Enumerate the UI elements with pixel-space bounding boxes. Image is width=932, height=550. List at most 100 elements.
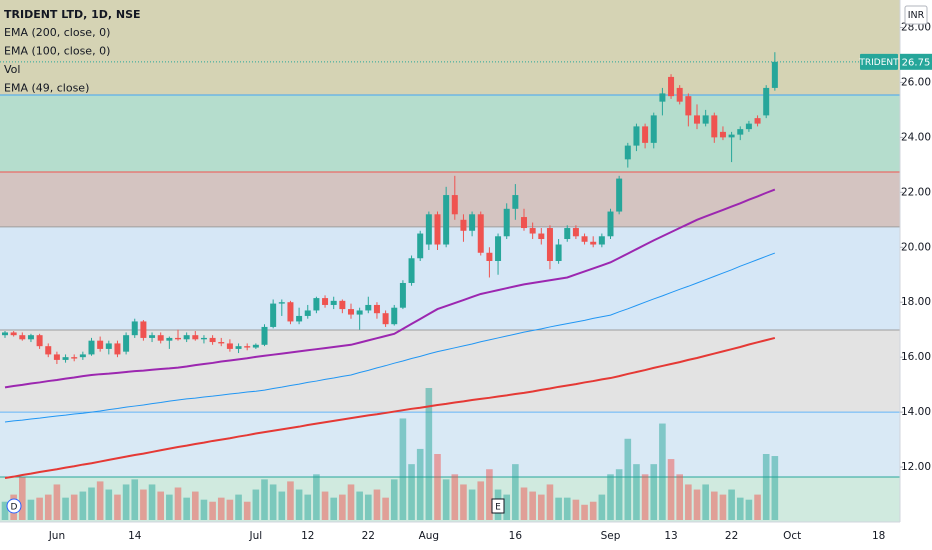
candle-body xyxy=(209,337,216,343)
volume-bar xyxy=(373,489,381,520)
volume-bar xyxy=(408,464,415,520)
candle-body xyxy=(529,228,536,234)
volume-bar xyxy=(460,484,467,520)
candle-body xyxy=(192,335,199,340)
candle-body xyxy=(339,300,346,310)
volume-bar xyxy=(477,481,485,520)
price-zone xyxy=(0,171,900,227)
candle-body xyxy=(763,87,770,116)
volume-bar xyxy=(157,491,164,520)
candle-body xyxy=(218,342,225,344)
volume-bar xyxy=(140,489,147,520)
volume-bar xyxy=(589,501,597,520)
candle-body xyxy=(399,282,406,308)
volume-bar xyxy=(269,484,277,520)
volume-bar xyxy=(659,423,666,520)
candle-body xyxy=(365,304,372,311)
candle-body xyxy=(235,346,242,349)
volume-bar xyxy=(261,479,268,520)
price-axis xyxy=(900,0,932,550)
candle-body xyxy=(607,211,614,237)
volume-bar xyxy=(399,418,407,520)
volume-bar xyxy=(365,494,372,520)
candle-body xyxy=(183,335,190,340)
candle-body xyxy=(616,178,623,212)
candle-body xyxy=(512,195,519,209)
volume-bar xyxy=(1,501,9,520)
volume-bar xyxy=(598,494,606,520)
volume-bar xyxy=(685,484,692,520)
candle-body xyxy=(425,214,432,245)
candle-body xyxy=(36,335,43,347)
volume-bar xyxy=(719,494,727,520)
candle-body xyxy=(434,214,441,245)
volume-bar xyxy=(183,497,190,520)
candle-body xyxy=(503,208,510,237)
price-zone xyxy=(0,0,900,96)
volume-bar xyxy=(650,464,658,520)
candle-body xyxy=(348,309,354,315)
volume-bar xyxy=(416,448,424,520)
candle-body xyxy=(304,310,311,316)
volume-bar xyxy=(148,484,156,520)
volume-bar xyxy=(70,494,78,520)
candle-body xyxy=(53,354,60,360)
x-tick-label: 18 xyxy=(872,530,885,542)
symbol-label: TRIDENT xyxy=(858,58,899,68)
candle-body xyxy=(71,357,78,359)
x-tick-label: Jun xyxy=(48,530,65,542)
x-tick-label: 14 xyxy=(128,530,142,542)
volume-bar xyxy=(468,489,476,520)
volume-bar xyxy=(736,497,744,520)
volume-bar xyxy=(166,494,173,520)
event-marker xyxy=(491,498,505,514)
y-tick-label: 14.00 xyxy=(901,406,931,418)
candle-body xyxy=(495,236,502,261)
candle-body xyxy=(278,302,285,304)
candle-body xyxy=(356,310,363,315)
volume-bar xyxy=(641,474,649,520)
candle-body xyxy=(581,236,588,242)
candle-body xyxy=(711,115,718,138)
candle-body xyxy=(140,321,147,338)
candle-body xyxy=(19,335,26,340)
volume-bar xyxy=(676,474,683,520)
x-tick-label: Sep xyxy=(601,530,621,542)
candle-body xyxy=(676,87,683,102)
volume-bar xyxy=(356,491,363,520)
candle-body xyxy=(270,303,277,327)
volume-bar xyxy=(339,494,346,520)
volume-bar xyxy=(114,494,121,520)
y-tick-label: 16.00 xyxy=(901,351,931,363)
candle-body xyxy=(62,357,69,360)
volume-bar xyxy=(36,497,43,520)
volume-bar xyxy=(390,479,398,520)
candle-body xyxy=(373,304,380,314)
candle-body xyxy=(694,115,700,124)
candle-body xyxy=(590,241,597,245)
volume-bar xyxy=(754,494,761,520)
time-axis xyxy=(0,522,932,550)
volume-bar xyxy=(382,497,389,520)
candle-body xyxy=(200,337,207,340)
candle-body xyxy=(650,115,657,143)
volume-bar xyxy=(226,499,234,520)
volume-bar xyxy=(53,484,61,520)
volume-bar xyxy=(563,497,571,520)
y-tick-label: 24.00 xyxy=(901,131,931,143)
candle-body xyxy=(702,115,709,124)
volume-bar xyxy=(174,487,182,520)
y-tick-label: 26.00 xyxy=(901,76,931,88)
candle-body xyxy=(166,337,173,341)
candle-body xyxy=(287,302,294,322)
volume-bar xyxy=(304,494,312,520)
volume-bar xyxy=(235,494,242,520)
volume-bar xyxy=(278,491,286,520)
candle-body xyxy=(719,131,726,138)
volume-bar xyxy=(546,484,554,520)
candle-body xyxy=(555,244,562,261)
candle-body xyxy=(564,228,571,240)
volume-bar xyxy=(667,459,675,520)
candle-body xyxy=(330,300,337,305)
